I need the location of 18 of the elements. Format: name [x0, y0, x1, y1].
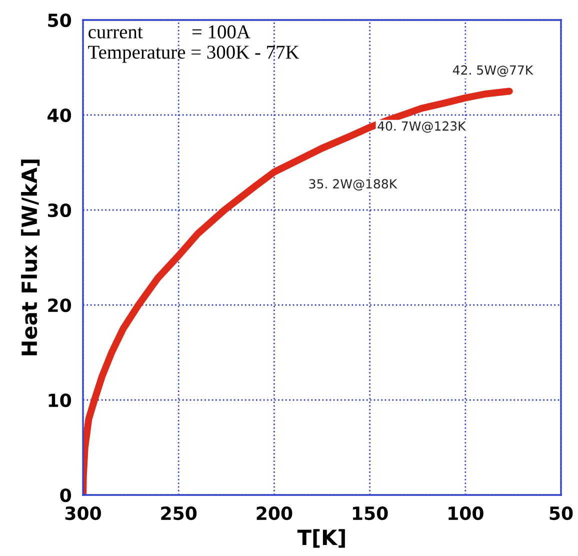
x-tick-label: 50 [550, 506, 573, 520]
x-tick-label: 150 [352, 506, 388, 520]
annotation: 35. 2W@188K [309, 179, 398, 191]
x-axis-title: T[K] [297, 529, 345, 548]
y-axis-title: Heat Flux [W/kA] [21, 160, 40, 356]
annotation: 42. 5W@77K [452, 65, 534, 77]
y-tick-label: 50 [48, 13, 72, 28]
x-tick-label: 250 [161, 506, 197, 520]
y-tick-label: 0 [60, 488, 72, 502]
y-tick-label: 30 [48, 203, 72, 218]
x-tick-label: 100 [448, 506, 484, 520]
annotation: current = 100A Temperature = 300K - 77K [88, 25, 300, 63]
y-tick-label: 10 [48, 393, 72, 408]
x-tick-label: 200 [256, 506, 292, 520]
y-tick-label: 40 [48, 108, 72, 122]
annotation: 40. 7W@123K [378, 121, 466, 133]
x-tick-label: 300 [65, 506, 101, 520]
y-tick-label: 20 [48, 298, 72, 312]
